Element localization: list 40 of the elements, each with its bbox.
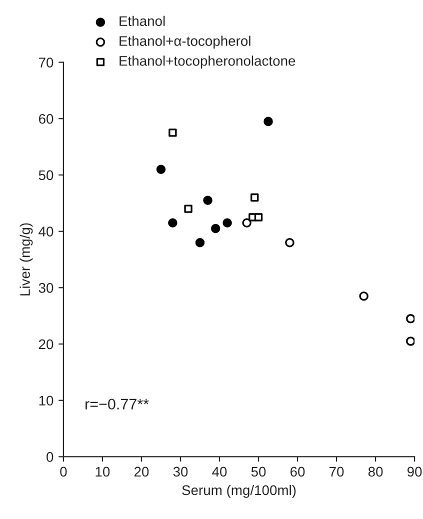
point [168, 218, 178, 228]
point [195, 238, 205, 248]
point [406, 314, 415, 324]
x-tick-label: 30 [173, 466, 188, 477]
point [203, 196, 212, 205]
x-tick-label: 70 [330, 466, 344, 477]
point [359, 291, 368, 301]
legend-label: Ethanol+α-tocopherol [120, 36, 250, 49]
legend-label: Ethanol [120, 16, 165, 26]
y-tick-label: 70 [38, 58, 54, 68]
x-tick-label: 80 [368, 466, 383, 477]
y-tick-label: 60 [38, 114, 54, 124]
x-tick-label: 20 [134, 466, 149, 477]
point [406, 336, 415, 346]
y-tick-label: 0 [46, 452, 54, 462]
annotation: r=−0.77** [86, 398, 149, 410]
x-axis-title: Serum (mg/100ml) [182, 484, 296, 498]
point [254, 213, 263, 222]
y-tick-label: 20 [38, 339, 54, 350]
point [242, 218, 252, 228]
point [250, 193, 259, 202]
y-tick-label: 10 [39, 396, 54, 406]
point [184, 204, 192, 213]
x-tick-label: 60 [290, 466, 305, 477]
point [264, 116, 273, 126]
x-tick-label: 50 [251, 466, 266, 477]
y-axis-title: Liver (mg/g) [20, 223, 33, 296]
legend-label: Ethanol+tocopheronolactone [120, 56, 296, 69]
point [156, 164, 166, 174]
y-tick-label: 40 [38, 226, 54, 236]
point [168, 128, 177, 137]
y-tick-label: 30 [38, 283, 54, 293]
x-tick-label: 10 [96, 466, 110, 477]
x-tick-label: 40 [212, 466, 227, 477]
point [210, 224, 220, 234]
x-tick-label: 90 [407, 466, 422, 477]
point [222, 218, 232, 228]
x-tick-label: 0 [60, 466, 67, 477]
point [285, 238, 294, 248]
y-tick-label: 50 [38, 170, 54, 180]
